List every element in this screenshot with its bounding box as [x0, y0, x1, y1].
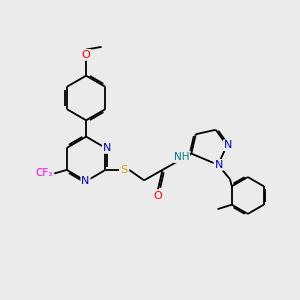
Text: N: N [214, 160, 223, 170]
Text: O: O [82, 50, 91, 60]
Text: CF₃: CF₃ [36, 169, 53, 178]
Text: N: N [103, 143, 111, 153]
Text: S: S [120, 165, 128, 175]
Text: NH: NH [174, 152, 189, 162]
Text: N: N [81, 176, 90, 186]
Text: N: N [224, 140, 232, 150]
Text: O: O [154, 191, 162, 201]
